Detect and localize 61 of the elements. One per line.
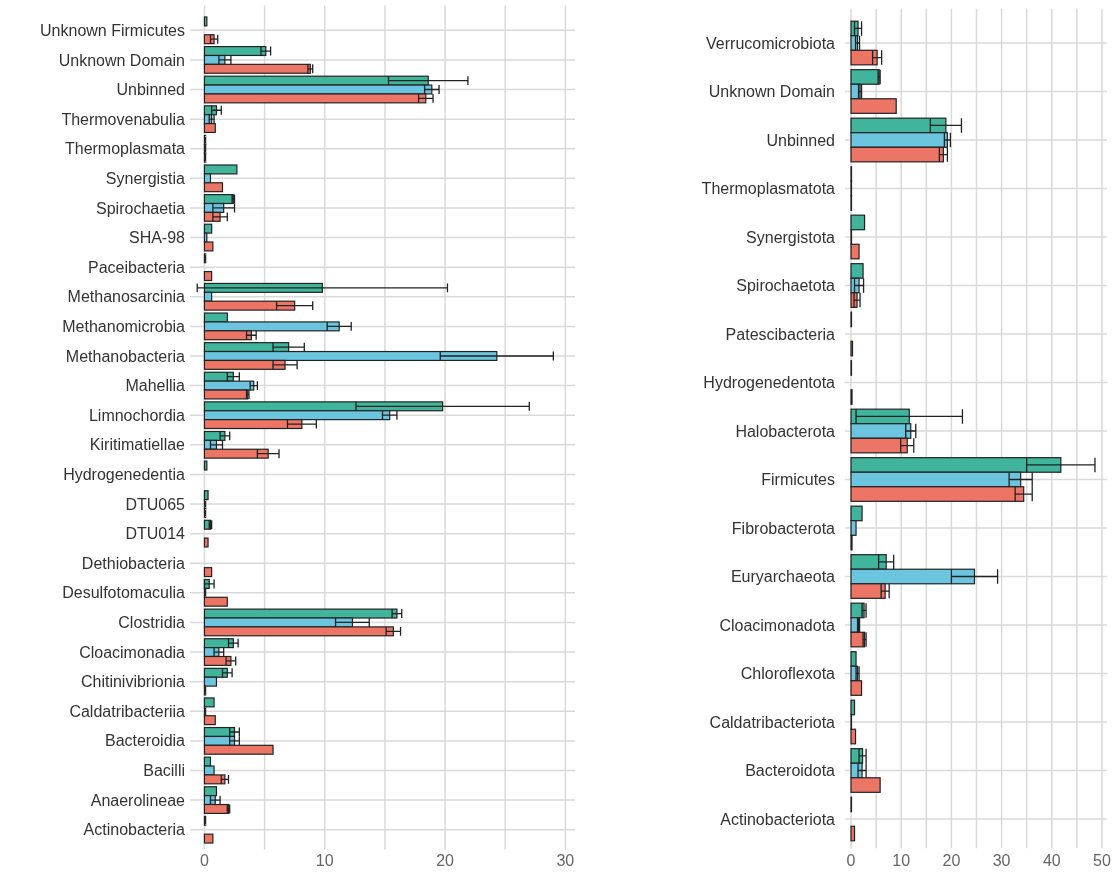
- y-tick-label: Desulfotomaculia: [62, 584, 186, 602]
- y-tick-label: Bacteroidia: [104, 732, 186, 750]
- y-tick-label: Halobacterota: [735, 422, 836, 440]
- y-tick-label: Firmicutes: [761, 471, 835, 489]
- y-tick-label: Chloroflexota: [740, 665, 836, 683]
- y-tick-label: Unknown Domain: [58, 51, 185, 69]
- x-tick-label: 40: [1042, 852, 1061, 869]
- y-tick-label: Clostridia: [118, 614, 186, 632]
- x-tick-label: 20: [942, 852, 961, 869]
- y-tick-label: Thermoplasmatota: [701, 180, 836, 198]
- y-tick-label: Chitinivibrionia: [80, 673, 186, 691]
- y-tick-label: Hydrogenedentota: [703, 374, 836, 392]
- bar: [203, 833, 214, 844]
- y-tick-label: Thermoplasmata: [64, 140, 186, 158]
- y-tick-label: Euryarchaeota: [730, 568, 836, 586]
- bar: [203, 567, 213, 578]
- y-tick-label: Verrucomicrobiota: [706, 34, 836, 52]
- y-tick-label: SHA-98: [128, 229, 186, 247]
- x-tick-label: 30: [992, 852, 1011, 869]
- y-tick-label: Unbinned: [766, 131, 835, 149]
- y-tick-label: Kiritimatiellae: [89, 436, 186, 454]
- x-tick-label: 20: [436, 852, 455, 869]
- x-tick-label: 50: [1093, 852, 1111, 869]
- y-tick-label: Limnochordia: [88, 406, 186, 424]
- y-tick-label: Mahellia: [125, 377, 186, 395]
- y-tick-label: Anaerolineae: [90, 791, 186, 809]
- x-tick-label: 0: [199, 852, 209, 869]
- y-tick-label: Spirochaetia: [96, 199, 186, 217]
- y-tick-label: Bacteroidota: [745, 762, 836, 780]
- y-tick-label: Actinobacteriota: [720, 810, 836, 828]
- y-tick-label: Actinobacteria: [83, 821, 186, 839]
- x-tick-label: 0: [846, 852, 856, 869]
- x-tick-label: 10: [892, 852, 911, 869]
- y-tick-label: Caldatribacteriia: [69, 702, 186, 720]
- y-tick-label: Cloacimonadota: [719, 616, 836, 634]
- y-tick-label: DTU065: [125, 495, 186, 513]
- x-tick-label: 10: [315, 852, 334, 869]
- bar: [203, 537, 209, 548]
- bar: [850, 825, 856, 842]
- y-tick-label: Paceibacteria: [88, 258, 186, 276]
- y-tick-label: Unbinned: [116, 81, 185, 99]
- y-tick-label: Spirochaetota: [736, 277, 836, 295]
- y-tick-label: Synergistia: [105, 169, 186, 187]
- y-tick-label: Methanomicrobia: [62, 317, 186, 335]
- y-tick-label: DTU014: [125, 525, 186, 543]
- y-tick-label: Patescibacteria: [725, 325, 836, 343]
- y-tick-label: Methanobacteria: [65, 347, 186, 365]
- y-tick-label: Hydrogenedentia: [63, 466, 186, 484]
- y-tick-label: Methanosarcinia: [67, 288, 186, 306]
- y-tick-label: Unknown Firmicutes: [40, 21, 185, 39]
- y-tick-label: Fibrobacterota: [731, 519, 836, 537]
- y-tick-label: Thermovenabulia: [61, 110, 186, 128]
- y-tick-label: Dethiobacteria: [81, 554, 186, 572]
- y-tick-label: Cloacimonadia: [79, 643, 186, 661]
- bar: [203, 271, 213, 282]
- y-tick-label: Bacilli: [143, 762, 185, 780]
- x-tick-label: 30: [556, 852, 575, 869]
- y-tick-label: Unknown Domain: [708, 83, 835, 101]
- y-tick-label: Synergistota: [746, 228, 836, 246]
- bar: [203, 16, 208, 27]
- y-tick-label: Caldatribacteriota: [709, 713, 836, 731]
